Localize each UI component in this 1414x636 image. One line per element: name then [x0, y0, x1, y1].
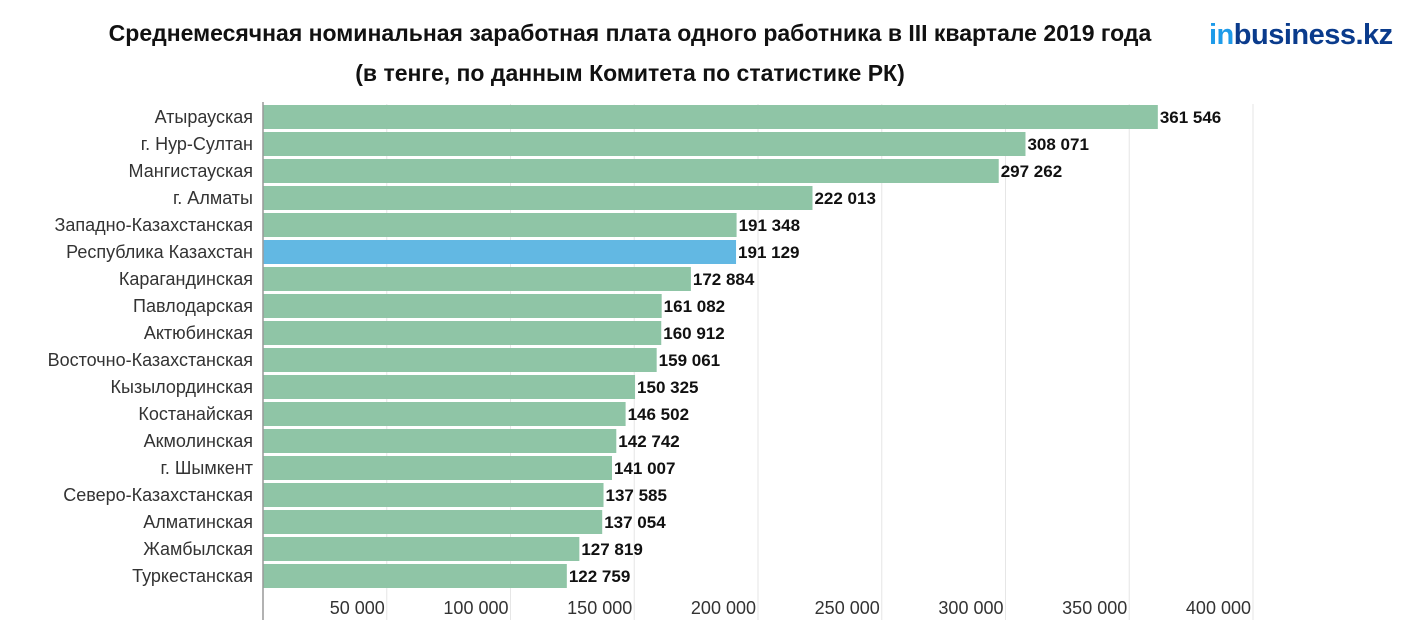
category-label: Западно-Казахстанская [55, 215, 253, 235]
x-tick-label: 150 000 [567, 598, 632, 618]
data-label: 159 061 [659, 351, 720, 370]
logo-prefix: in [1209, 19, 1234, 51]
category-label: Акмолинская [144, 431, 253, 451]
bar [263, 537, 580, 561]
category-label: Республика Казахстан [66, 242, 253, 262]
data-label: 308 071 [1027, 135, 1088, 154]
data-label: 160 912 [663, 324, 724, 343]
data-label: 191 348 [739, 216, 800, 235]
bar [263, 294, 662, 318]
category-label: г. Нур-Султан [141, 134, 253, 154]
x-tick-label: 350 000 [1062, 598, 1127, 618]
data-label: 297 262 [1001, 162, 1062, 181]
x-tick-label: 250 000 [815, 598, 880, 618]
x-tick-label: 400 000 [1186, 598, 1251, 618]
category-label: Атырауская [155, 107, 253, 127]
bar [263, 267, 691, 291]
data-label: 137 054 [604, 513, 666, 532]
category-label: Алматинская [143, 512, 253, 532]
bar [263, 456, 612, 480]
data-label: 150 325 [637, 378, 698, 397]
category-label: Восточно-Казахстанская [48, 350, 253, 370]
x-tick-label: 50 000 [330, 598, 385, 618]
chart-title: Среднемесячная номинальная заработная пл… [108, 20, 1152, 46]
bar [263, 213, 737, 237]
category-label: Карагандинская [119, 269, 253, 289]
data-label: 361 546 [1160, 108, 1221, 127]
bar [263, 483, 604, 507]
brand-logo: inbusiness.kz [1209, 19, 1393, 52]
bar [263, 159, 999, 183]
data-label: 122 759 [569, 567, 630, 586]
data-label: 146 502 [628, 405, 689, 424]
bar [263, 240, 737, 264]
bar [263, 402, 626, 426]
data-label: 141 007 [614, 459, 675, 478]
category-label: Актюбинская [144, 323, 253, 343]
category-labels: Атырауская г. Нур-Султан Мангистауская г. А… [48, 107, 253, 586]
bar [263, 429, 617, 453]
data-label: 222 013 [814, 189, 875, 208]
x-tick-label: 200 000 [691, 598, 756, 618]
category-label: Кызылординская [111, 377, 253, 397]
data-label: 161 082 [664, 297, 725, 316]
bar [263, 564, 567, 588]
category-label: Костанайская [138, 404, 253, 424]
bar [263, 375, 636, 399]
value-labels: 361 546 308 071 297 262 222 013 191 348 191 1… [569, 108, 1221, 586]
data-label: 172 884 [693, 270, 755, 289]
category-label: г. Шымкент [161, 458, 253, 478]
bar [263, 186, 813, 210]
category-label: Жамбылская [143, 539, 253, 559]
x-tick-label: 100 000 [443, 598, 508, 618]
category-label: г. Алматы [173, 188, 253, 208]
bar [263, 510, 603, 534]
data-label: 137 585 [606, 486, 667, 505]
bar [263, 132, 1026, 156]
bar [263, 348, 657, 372]
category-label: Северо-Казахстанская [63, 485, 253, 505]
category-label: Мангистауская [129, 161, 253, 181]
category-label: Павлодарская [133, 296, 253, 316]
bar [263, 105, 1158, 129]
category-label: Туркестанская [132, 566, 253, 586]
logo-rest: business.kz [1233, 19, 1393, 51]
bar [263, 321, 662, 345]
x-axis-tick-labels: 50 000 100 000 150 000 200 000 250 000 300 00… [330, 598, 1251, 618]
chart-subtitle: (в тенге, по данным Комитета по статисти… [355, 60, 905, 86]
data-label: 191 129 [738, 243, 799, 262]
bars [263, 105, 1158, 588]
x-tick-label: 300 000 [938, 598, 1003, 618]
data-label: 142 742 [618, 432, 679, 451]
data-label: 127 819 [581, 540, 642, 559]
